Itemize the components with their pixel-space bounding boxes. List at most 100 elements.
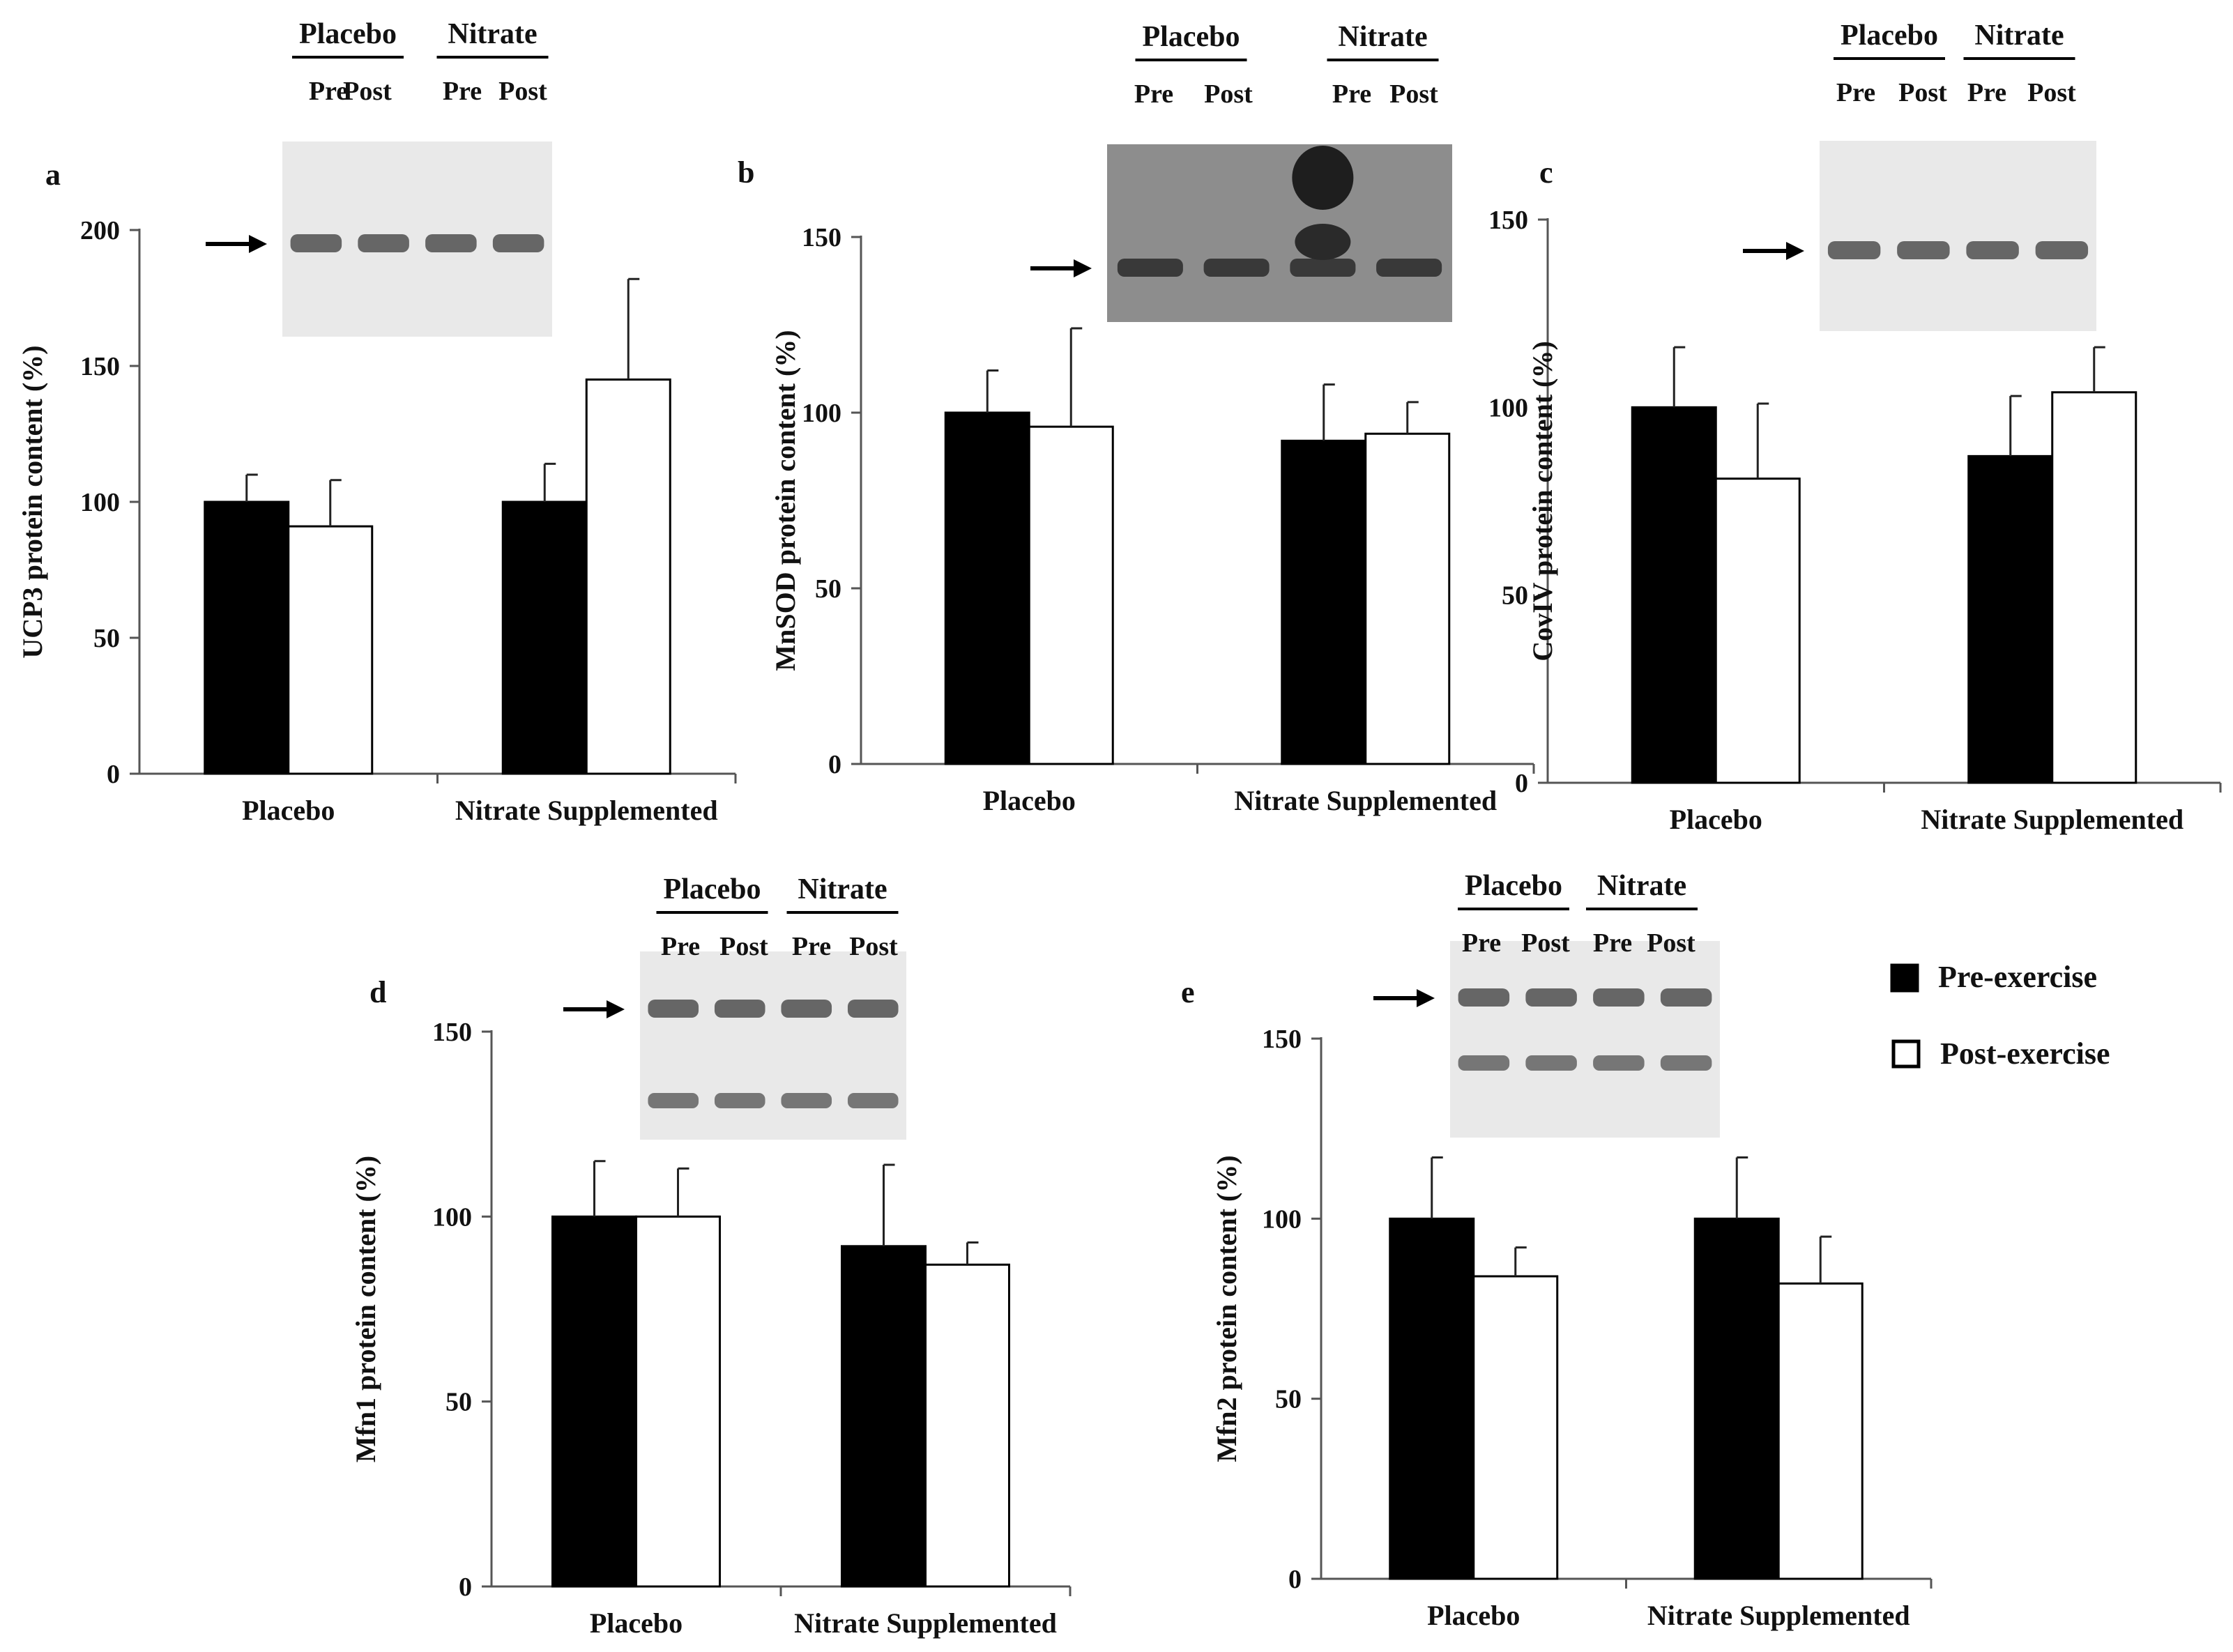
- x-category-label: Nitrate Supplemented: [1647, 1600, 1910, 1631]
- chart-panel-c: c 0 50 100 150 CovIV protein content (%) Place…: [1488, 20, 2222, 835]
- y-tick-label: 150: [432, 1018, 472, 1047]
- blot-group-label: Placebo: [664, 873, 761, 905]
- y-tick-label: 50: [815, 574, 841, 604]
- bar-pre-placebo: [944, 411, 1030, 765]
- bar-post-nitrate: [2051, 391, 2137, 784]
- y-tick-label: 0: [107, 760, 120, 789]
- bar-pre-nitrate: [1281, 439, 1367, 765]
- blot-group-label: Nitrate: [448, 18, 537, 50]
- y-tick-label: 50: [93, 624, 120, 653]
- y-tick-label: 50: [1502, 581, 1528, 611]
- y-axis-label: MnSOD protein content (%): [770, 330, 801, 671]
- y-tick-label: 0: [1288, 1565, 1302, 1594]
- blot-lane-label: Post: [2027, 78, 2076, 107]
- chart-panel-d: d 0 50 100 150 Mfn1 protein content (%) Placeb…: [350, 873, 1072, 1639]
- bar-pre-placebo: [551, 1215, 637, 1588]
- bar-pre-nitrate: [1967, 454, 2054, 784]
- y-tick-label: 50: [1275, 1385, 1302, 1414]
- western-blot-band: [1376, 259, 1442, 277]
- western-blot-band: [1117, 259, 1183, 277]
- western-blot-band: [847, 1093, 899, 1108]
- x-category-label: Placebo: [983, 785, 1076, 816]
- y-tick-label: 0: [459, 1573, 472, 1602]
- western-blot-band: [1295, 224, 1351, 260]
- blot-lane-label: Pre: [1332, 79, 1371, 109]
- legend-label-post: Post-exercise: [1940, 1037, 2110, 1071]
- blot-group-label: Placebo: [1465, 870, 1562, 902]
- y-tick-label: 100: [1488, 393, 1528, 422]
- y-axis-label: UCP3 protein content (%): [17, 345, 48, 658]
- blot-lane-label: Post: [1898, 78, 1947, 107]
- blot-group-label: Nitrate: [1597, 870, 1686, 902]
- y-tick-label: 150: [80, 352, 120, 381]
- bar-post-nitrate: [1777, 1282, 1864, 1580]
- blot-lane-label: Post: [498, 77, 547, 106]
- bar-pre-placebo: [1631, 406, 1717, 784]
- western-blot-band: [1660, 1055, 1712, 1071]
- y-tick-label: 150: [1488, 206, 1528, 235]
- bar-post-placebo: [1028, 425, 1114, 765]
- blot-lane-label: Pre: [1967, 78, 2006, 107]
- western-blot-image: [640, 951, 906, 1140]
- bar-post-nitrate: [585, 378, 671, 775]
- blot-group-label: Placebo: [299, 18, 397, 50]
- western-blot-band: [1966, 241, 2019, 259]
- blot-lane-label: Post: [719, 932, 768, 961]
- panel-letter: a: [45, 158, 61, 192]
- bar-pre-placebo: [204, 500, 290, 775]
- x-category-label: Nitrate Supplemented: [794, 1607, 1057, 1639]
- blot-lane-label: Pre: [1593, 928, 1632, 958]
- blot-lane-label: Post: [849, 932, 898, 961]
- y-axis-label: Mfn1 protein content (%): [350, 1156, 381, 1462]
- x-category-label: Placebo: [242, 795, 335, 826]
- blot-lane-label: Pre: [309, 77, 348, 106]
- y-tick-label: 100: [80, 488, 120, 517]
- bar-pre-nitrate: [841, 1245, 927, 1588]
- blot-group-label: Nitrate: [798, 873, 887, 905]
- y-tick-label: 150: [802, 223, 841, 252]
- western-blot-band: [358, 234, 409, 252]
- blot-lane-label: Post: [1647, 928, 1695, 958]
- arrow-head-icon: [1074, 259, 1092, 277]
- western-blot-image: [1107, 144, 1452, 322]
- blot-lane-label: Pre: [792, 932, 831, 961]
- western-blot-band: [648, 1093, 699, 1108]
- arrow-head-icon: [1417, 989, 1435, 1007]
- western-blot-band: [1660, 988, 1712, 1007]
- western-blot-band: [290, 234, 342, 252]
- western-blot-band: [781, 1093, 832, 1108]
- western-blot-image: [1820, 141, 2096, 331]
- chart-panel-e: e 0 50 100 150 Mfn2 protein content (%) Placeb…: [1181, 870, 1933, 1631]
- western-blot-band: [781, 1000, 832, 1018]
- western-blot-band: [1525, 988, 1577, 1007]
- western-blot-band: [1458, 1055, 1510, 1071]
- chart-panel-b: b 0 50 100 150 MnSOD protein content (%) Place…: [738, 21, 1535, 816]
- bar-post-placebo: [1472, 1275, 1559, 1580]
- x-category-label: Placebo: [1670, 804, 1762, 835]
- western-blot-band: [1290, 259, 1356, 277]
- western-blot-band: [1827, 241, 1881, 259]
- blot-lane-label: Post: [343, 77, 392, 106]
- panel-letter: b: [738, 155, 754, 190]
- blot-group-label: Nitrate: [1974, 20, 2064, 52]
- blot-group-label: Placebo: [1143, 21, 1240, 53]
- western-blot-band: [714, 1000, 765, 1018]
- legend-swatch-post: [1891, 1039, 1921, 1069]
- x-category-label: Nitrate Supplemented: [1921, 804, 2184, 835]
- x-category-label: Nitrate Supplemented: [455, 795, 718, 826]
- blot-lane-label: Pre: [661, 932, 700, 961]
- western-blot-image: [1450, 941, 1720, 1138]
- arrow-head-icon: [607, 1000, 625, 1018]
- western-blot-band: [492, 234, 544, 252]
- blot-lane-label: Pre: [1462, 928, 1501, 958]
- y-tick-label: 0: [1515, 769, 1528, 798]
- bar-pre-nitrate: [501, 500, 588, 775]
- western-blot-band: [1525, 1055, 1577, 1071]
- western-blot-band: [425, 234, 477, 252]
- chart-panel-a: a 0 50 100 150 200 UCP3 protein content (%) Pla…: [17, 18, 737, 826]
- bar-post-placebo: [287, 525, 374, 775]
- blot-lane-label: Pre: [443, 77, 482, 106]
- bar-post-nitrate: [924, 1263, 1010, 1588]
- western-blot-band: [1292, 146, 1354, 210]
